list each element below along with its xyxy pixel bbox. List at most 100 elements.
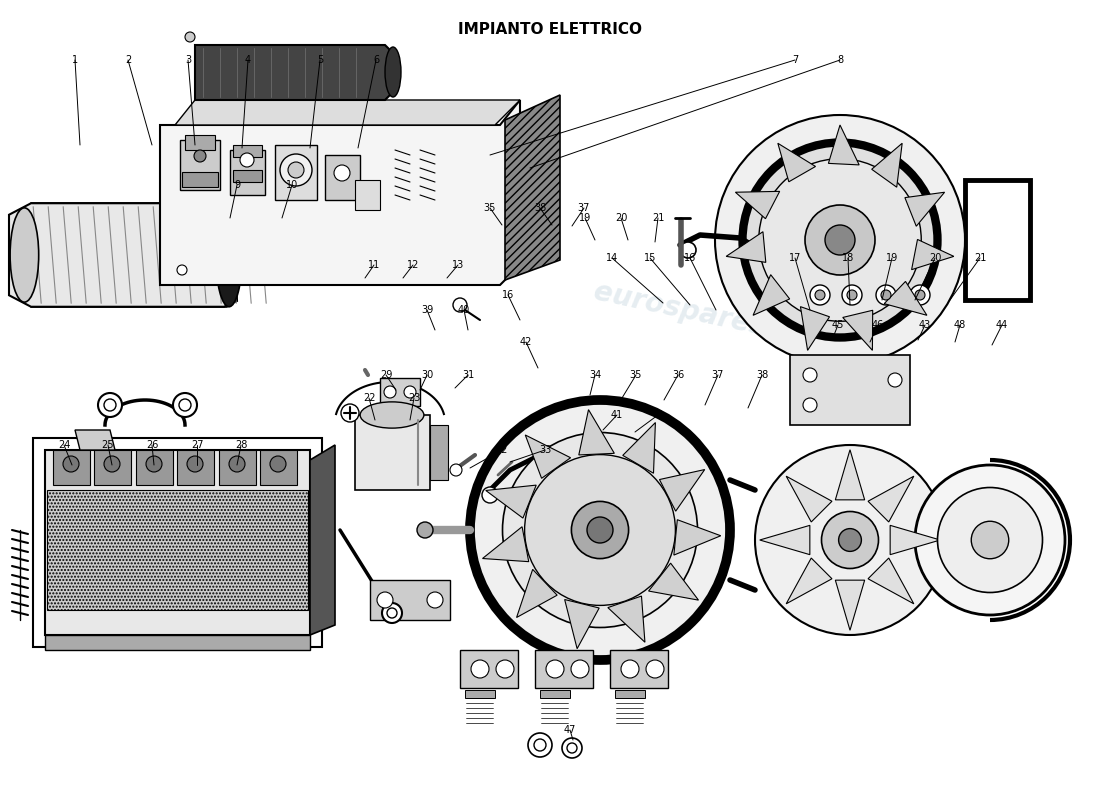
Text: 35: 35 — [484, 203, 496, 213]
Polygon shape — [623, 422, 656, 474]
Circle shape — [546, 660, 564, 678]
Bar — [230, 150, 265, 195]
Polygon shape — [786, 476, 832, 522]
Polygon shape — [835, 450, 865, 500]
Polygon shape — [760, 526, 810, 554]
Circle shape — [417, 522, 433, 538]
Polygon shape — [674, 520, 720, 555]
Bar — [219, 450, 256, 485]
Circle shape — [194, 150, 206, 162]
Polygon shape — [801, 306, 829, 350]
Polygon shape — [160, 100, 520, 285]
Ellipse shape — [385, 47, 402, 97]
Text: 38: 38 — [534, 203, 546, 213]
Circle shape — [562, 738, 582, 758]
Circle shape — [173, 393, 197, 417]
Text: 48: 48 — [954, 320, 966, 330]
Circle shape — [288, 162, 304, 178]
Bar — [465, 690, 495, 698]
Polygon shape — [726, 232, 766, 262]
Text: 4: 4 — [245, 55, 251, 65]
Circle shape — [571, 502, 628, 558]
Circle shape — [280, 154, 312, 186]
Circle shape — [146, 456, 162, 472]
Text: 20: 20 — [928, 253, 942, 263]
Bar — [47, 490, 308, 610]
Circle shape — [680, 242, 696, 258]
Circle shape — [842, 285, 862, 305]
Circle shape — [888, 373, 902, 387]
Text: eurospares: eurospares — [592, 278, 769, 342]
Bar — [370, 580, 450, 620]
Text: 45: 45 — [832, 320, 844, 330]
Polygon shape — [579, 410, 614, 455]
Bar — [540, 690, 570, 698]
Circle shape — [815, 290, 825, 300]
Polygon shape — [195, 45, 393, 100]
Text: 41: 41 — [610, 410, 623, 420]
Text: 37: 37 — [712, 370, 724, 380]
Circle shape — [482, 487, 498, 503]
Circle shape — [528, 733, 552, 757]
Circle shape — [937, 487, 1043, 593]
Text: 28: 28 — [234, 440, 248, 450]
Circle shape — [63, 456, 79, 472]
Polygon shape — [649, 563, 698, 600]
Circle shape — [646, 660, 664, 678]
Text: 30: 30 — [421, 370, 433, 380]
Text: 5: 5 — [317, 55, 323, 65]
Text: 43: 43 — [918, 320, 931, 330]
Text: 8: 8 — [837, 55, 843, 65]
Polygon shape — [890, 526, 940, 554]
Circle shape — [803, 368, 817, 382]
Bar — [379, 378, 420, 406]
Bar — [33, 438, 322, 647]
Circle shape — [915, 465, 1065, 615]
Polygon shape — [660, 470, 705, 511]
Text: 29: 29 — [379, 370, 393, 380]
Text: 11: 11 — [367, 260, 381, 270]
Polygon shape — [526, 435, 571, 478]
Circle shape — [803, 398, 817, 412]
Text: 12: 12 — [407, 260, 419, 270]
Polygon shape — [564, 599, 600, 649]
Circle shape — [838, 529, 861, 551]
Polygon shape — [868, 476, 914, 522]
Circle shape — [534, 739, 546, 751]
Circle shape — [470, 400, 730, 660]
Text: 27: 27 — [190, 440, 204, 450]
Text: 22: 22 — [363, 393, 375, 403]
Text: 25: 25 — [101, 440, 114, 450]
Bar — [182, 172, 218, 187]
Polygon shape — [868, 558, 914, 604]
Bar — [535, 650, 593, 688]
Text: 32: 32 — [496, 445, 508, 455]
Polygon shape — [75, 430, 116, 450]
Circle shape — [759, 158, 922, 322]
Bar — [324, 155, 360, 200]
Circle shape — [847, 290, 857, 300]
Text: 19: 19 — [886, 253, 898, 263]
Text: 13: 13 — [452, 260, 464, 270]
Circle shape — [571, 660, 588, 678]
Circle shape — [382, 603, 402, 623]
Ellipse shape — [360, 402, 424, 428]
Circle shape — [496, 660, 514, 678]
Bar — [275, 145, 317, 200]
Text: 15: 15 — [644, 253, 657, 263]
Text: 47: 47 — [564, 725, 576, 735]
Circle shape — [229, 456, 245, 472]
Polygon shape — [486, 485, 536, 518]
Circle shape — [810, 285, 830, 305]
Text: 16: 16 — [502, 290, 514, 300]
Bar — [610, 650, 668, 688]
Polygon shape — [736, 191, 780, 218]
Text: 21: 21 — [652, 213, 664, 223]
Circle shape — [334, 165, 350, 181]
Text: 23: 23 — [408, 393, 420, 403]
Bar — [233, 145, 262, 157]
Text: 6: 6 — [373, 55, 380, 65]
Polygon shape — [175, 100, 520, 125]
Circle shape — [104, 399, 116, 411]
Polygon shape — [483, 526, 529, 562]
